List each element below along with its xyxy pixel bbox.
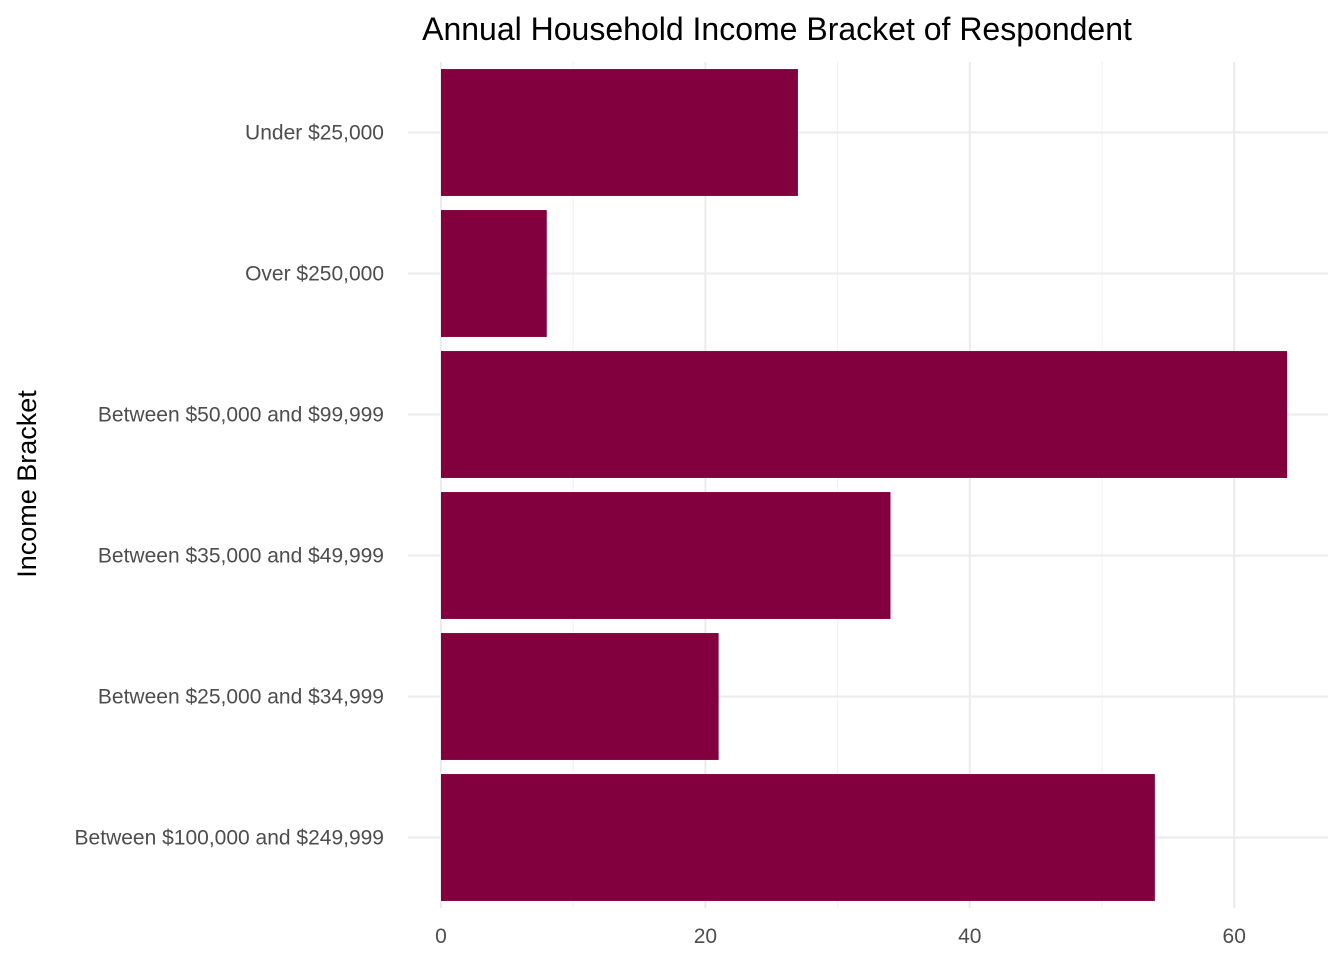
y-tick-label: Under $25,000 xyxy=(245,122,384,145)
x-tick-label: 0 xyxy=(435,925,447,948)
x-tick-label: 20 xyxy=(694,925,717,948)
y-tick-label: Over $250,000 xyxy=(245,263,384,286)
chart-title: Annual Household Income Bracket of Respo… xyxy=(422,11,1132,47)
x-tick-labels: 0 20 40 60 xyxy=(435,925,1246,948)
y-tick-labels: Under $25,000 Over $250,000 Between $50,00… xyxy=(75,122,384,850)
y-tick-label: Between $25,000 and $34,999 xyxy=(98,686,384,709)
bars xyxy=(441,69,1288,901)
y-tick-label: Between $35,000 and $49,999 xyxy=(98,545,384,568)
bar xyxy=(441,69,798,196)
x-tick-label: 60 xyxy=(1223,925,1246,948)
bar xyxy=(441,492,891,619)
x-tick-label: 40 xyxy=(958,925,981,948)
bar xyxy=(441,774,1155,901)
bar xyxy=(441,210,547,337)
y-axis-title: Income Bracket xyxy=(12,390,42,578)
y-tick-label: Between $50,000 and $99,999 xyxy=(98,404,384,427)
bar xyxy=(441,633,719,760)
y-tick-label: Between $100,000 and $249,999 xyxy=(75,827,384,850)
bar xyxy=(441,351,1288,478)
